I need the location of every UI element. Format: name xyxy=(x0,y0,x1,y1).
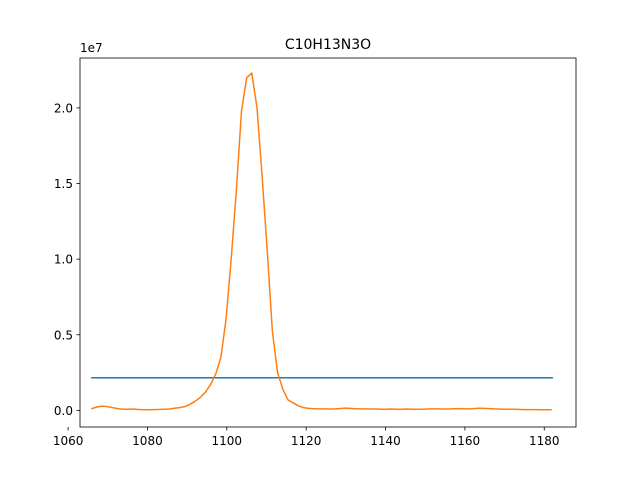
series-layer xyxy=(90,72,553,411)
y-tick-label: 0.0 xyxy=(54,404,73,418)
x-tick-label: 1120 xyxy=(291,434,322,448)
y-tick-label: 1.0 xyxy=(54,253,73,267)
x-tick-label: 1140 xyxy=(370,434,401,448)
chart-title: C10H13N3O xyxy=(285,37,371,53)
plot-frame xyxy=(79,57,577,428)
x-tick-label: 1080 xyxy=(132,434,163,448)
x-tick-label: 1160 xyxy=(450,434,481,448)
y-tick-label: 1.5 xyxy=(54,177,73,191)
axes-layer: 1060 1080 1100 1120 1140 1160 1180 0.0 0.5 1.0 1.5… xyxy=(53,57,577,448)
y-tick-label: 2.0 xyxy=(54,101,73,115)
y-tick-label: 0.5 xyxy=(54,328,73,342)
y-offset-label: 1e7 xyxy=(80,41,103,55)
x-tick-label: 1100 xyxy=(212,434,243,448)
series-line-1 xyxy=(90,72,552,411)
x-tick-label: 1180 xyxy=(529,434,560,448)
x-tick-label: 1060 xyxy=(53,434,84,448)
